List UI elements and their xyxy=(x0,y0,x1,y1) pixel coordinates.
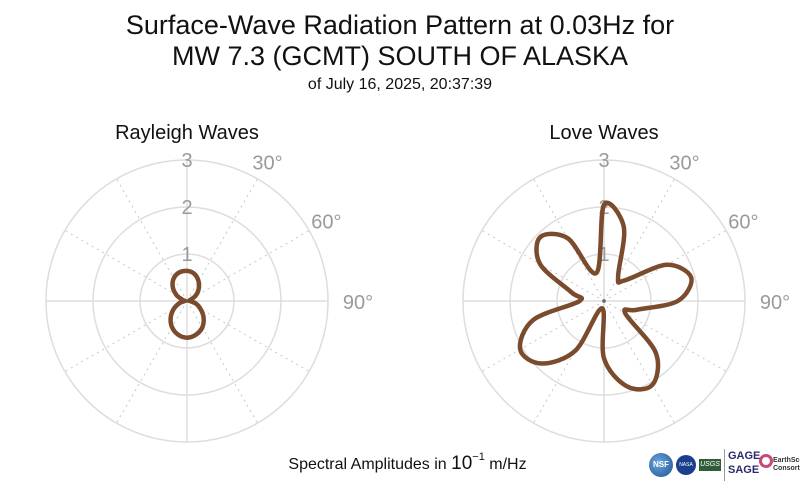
panel-2-angular-gridline-30 xyxy=(603,178,676,302)
panel-1-radiation-pattern-curve xyxy=(168,268,206,340)
earthscope-logo-text: EarthScope Consortium xyxy=(773,457,800,472)
panel-1-radial-gridcircle-3 xyxy=(45,159,329,443)
caption-power-base: 10 xyxy=(451,453,473,474)
sage-logo-text: SAGE xyxy=(728,464,760,476)
nsf-logo-text: NSF xyxy=(653,460,669,469)
panel-2-theta-tick-label: 60° xyxy=(728,212,758,234)
panel-2-title: Love Waves xyxy=(549,122,658,144)
panel-2-r-tick-label: 3 xyxy=(598,150,609,172)
panel-1-angular-gridline-330 xyxy=(115,178,188,302)
usgs-logo-text: USGS xyxy=(700,461,720,468)
panel-2-radiation-pattern-curve xyxy=(517,200,694,392)
gage-sage-logo-icon: GAGE SAGE xyxy=(724,449,761,481)
panel-1-r-tick-label: 1 xyxy=(181,244,192,266)
panel-1-angular-gridline-150 xyxy=(186,300,259,424)
amplitude-units-caption: Spectral Amplitudes in 10−1 m/Hz xyxy=(0,452,800,477)
panel-1-angular-gridline-300 xyxy=(64,229,188,302)
nsf-logo-icon: NSF xyxy=(649,453,673,477)
chart-subtitle: of July 16, 2025, 20:37:39 xyxy=(307,76,493,93)
sponsor-logos: NSF NASA USGS GAGE SAGE EarthScope Conso… xyxy=(649,449,800,485)
panel-1-title: Rayleigh Waves xyxy=(115,122,259,144)
chart-title-line-1: Surface-Wave Radiation Pattern at 0.03Hz… xyxy=(125,10,675,40)
panel-1-theta-tick-label: 30° xyxy=(252,153,282,175)
panel-1-r-tick-label: 3 xyxy=(181,150,192,172)
panel-1-radial-gridcircle-2 xyxy=(92,206,282,396)
gage-logo-text: GAGE xyxy=(728,450,761,462)
earthscope-logo-icon: EarthScope Consortium xyxy=(759,454,800,482)
chart-title-line-2: MW 7.3 (GCMT) SOUTH OF ALASKA xyxy=(171,41,629,71)
panel-2-theta-tick-label: 90° xyxy=(760,292,790,314)
panel-2-radial-gridcircle-3 xyxy=(462,159,746,443)
caption-power-exponent: −1 xyxy=(472,451,485,463)
earthscope-ring-icon xyxy=(759,454,773,468)
nasa-logo-text: NASA xyxy=(679,462,693,468)
panel-1-theta-tick-label: 60° xyxy=(311,212,341,234)
panel-2-angular-gridline-150 xyxy=(603,300,676,424)
panel-1-angular-gridline-240 xyxy=(64,300,188,373)
caption-prefix: Spectral Amplitudes in xyxy=(288,456,452,473)
panel-1-r-tick-label: 2 xyxy=(181,197,192,219)
panel-1-radial-gridcircle-1 xyxy=(139,253,235,349)
usgs-logo-icon: USGS xyxy=(699,459,721,471)
panel-2-r-tick-label: 1 xyxy=(598,244,609,266)
panel-2-origin-dot xyxy=(602,299,606,303)
panel-1-angular-gridline-60 xyxy=(186,229,310,302)
nasa-logo-icon: NASA xyxy=(676,455,696,475)
panel-1-theta-tick-label: 90° xyxy=(343,292,373,314)
panel-1-angular-gridline-210 xyxy=(115,300,188,424)
caption-unit: m/Hz xyxy=(484,456,527,473)
panel-2-theta-tick-label: 30° xyxy=(669,153,699,175)
panel-1-angular-gridline-120 xyxy=(186,300,310,373)
